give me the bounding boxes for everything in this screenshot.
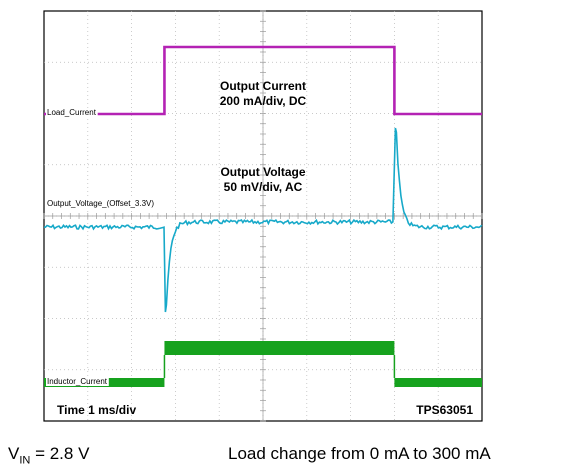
channel-label-background	[46, 108, 98, 117]
load-change-caption: Load change from 0 mA to 300 mA	[228, 444, 491, 463]
inductor-current-band-loaded	[164, 341, 395, 355]
load-current-trace	[44, 45, 482, 116]
inductor-current-band-idle	[394, 378, 482, 387]
annotation-output-voltage-title: Output Voltage	[220, 165, 305, 179]
output-voltage-trace	[43, 127, 483, 313]
scope-labels: Load_Current Output_Voltage_(Offset_3.3V…	[46, 79, 473, 417]
channel-label-output-voltage: Output_Voltage_(Offset_3.3V)	[47, 199, 154, 208]
vin-symbol: V	[8, 444, 20, 463]
time-scale-label: Time 1 ms/div	[57, 403, 136, 417]
channel-label-inductor-current: Inductor_Current	[47, 377, 108, 386]
annotation-output-current-scale: 200 mA/div, DC	[220, 94, 307, 108]
channel-label-load-current: Load_Current	[47, 108, 97, 117]
annotation-output-current-title: Output Current	[220, 79, 306, 93]
product-label: TPS63051	[416, 403, 473, 417]
vin-subscript: IN	[19, 454, 31, 467]
channel-label-background	[46, 199, 156, 208]
vin-value: = 2.8 V	[30, 444, 90, 463]
channel-label-background	[46, 377, 109, 386]
annotation-output-voltage-scale: 50 mV/div, AC	[224, 180, 303, 194]
input-voltage-caption: VIN = 2.8 V	[8, 444, 89, 466]
